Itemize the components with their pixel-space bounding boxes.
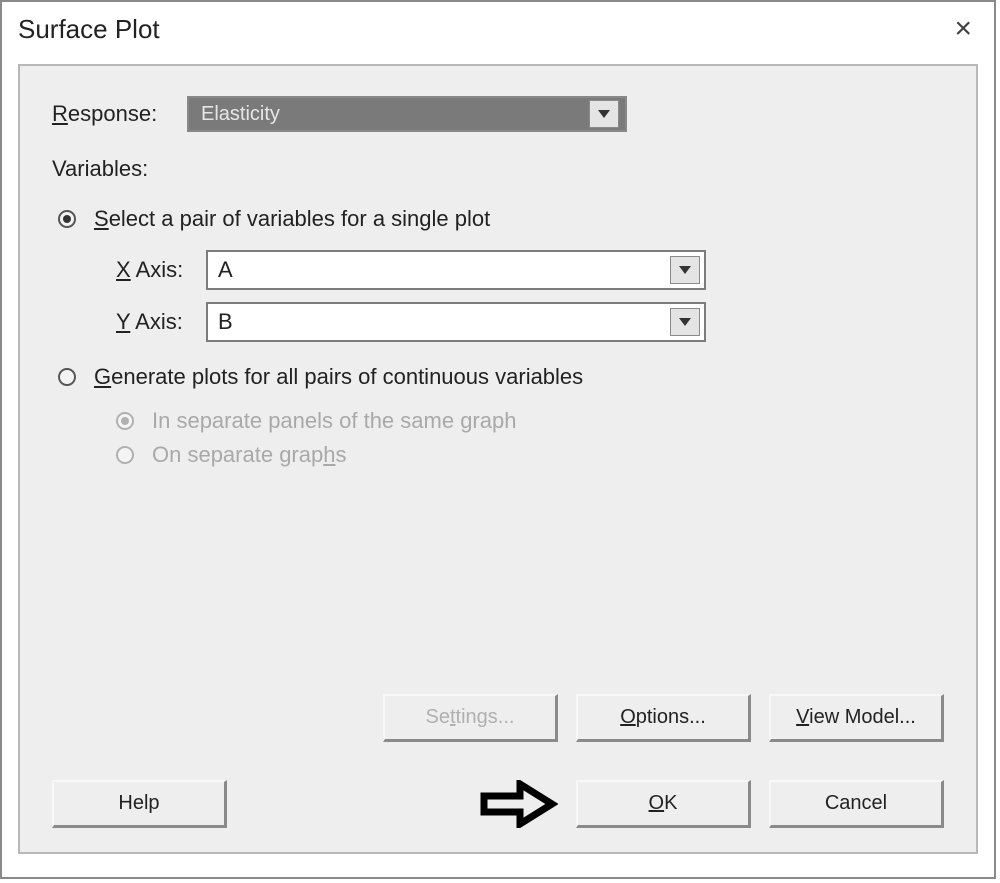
axis-section: X Axis: A Y Axis: B <box>116 250 944 342</box>
button-row-top: Settings... Options... View Model... <box>52 694 944 742</box>
close-icon[interactable]: × <box>948 12 978 46</box>
radio-generate-all[interactable]: Generate plots for all pairs of continuo… <box>58 364 944 390</box>
x-axis-value: A <box>218 257 233 283</box>
radio-icon <box>58 210 76 228</box>
chevron-down-icon[interactable] <box>589 100 619 128</box>
radio-icon <box>58 368 76 386</box>
response-select-value: Elasticity <box>201 103 280 126</box>
dialog-window: Surface Plot × Response: Elasticity Vari… <box>0 0 996 879</box>
radio-icon <box>116 446 134 464</box>
sub-graphs-pre: On separate grap <box>152 442 323 467</box>
sub-radio-panels-label: In separate panels of the same graph <box>152 408 516 434</box>
view-model-button-label: View Model... <box>796 706 916 729</box>
radio-generate-text: enerate plots for all pairs of continuou… <box>111 364 583 389</box>
radio-generate-all-label: Generate plots for all pairs of continuo… <box>94 364 583 390</box>
titlebar: Surface Plot × <box>2 2 994 56</box>
x-axis-label-text: Axis: <box>131 257 184 282</box>
x-axis-accel: X <box>116 257 131 282</box>
radio-generate-accel: G <box>94 364 111 389</box>
sub-radio-graphs-label: On separate graphs <box>152 442 346 468</box>
y-axis-row: Y Axis: B <box>116 302 944 342</box>
sub-graphs-accel: h <box>323 442 335 467</box>
response-label-accel: R <box>52 101 68 126</box>
sub-radio-graphs: On separate graphs <box>116 442 944 468</box>
radio-select-text: elect a pair of variables for a single p… <box>109 206 491 231</box>
button-row-bottom: Help OK Cancel <box>52 780 944 828</box>
ok-button[interactable]: OK <box>576 780 751 828</box>
sub-radio-panels: In separate panels of the same graph <box>116 408 944 434</box>
x-axis-label: X Axis: <box>116 257 206 283</box>
options-button-label: Options... <box>620 706 706 729</box>
variables-label: Variables: <box>52 156 944 182</box>
radio-icon <box>116 412 134 430</box>
response-label-text: esponse: <box>68 101 157 126</box>
bottom-right-group: OK Cancel <box>478 780 944 828</box>
chevron-down-icon[interactable] <box>670 256 700 284</box>
settings-button[interactable]: Settings... <box>383 694 558 742</box>
radio-select-pair-label: Select a pair of variables for a single … <box>94 206 490 232</box>
response-row: Response: Elasticity <box>52 96 944 132</box>
sub-graphs-end: s <box>335 442 346 467</box>
radio-select-accel: S <box>94 206 109 231</box>
arrow-icon <box>478 780 558 828</box>
x-axis-select[interactable]: A <box>206 250 706 290</box>
view-model-button[interactable]: View Model... <box>769 694 944 742</box>
ok-button-label: OK <box>649 792 678 815</box>
y-axis-accel: Y <box>116 309 130 334</box>
response-select[interactable]: Elasticity <box>187 96 627 132</box>
y-axis-select[interactable]: B <box>206 302 706 342</box>
cancel-button[interactable]: Cancel <box>769 780 944 828</box>
y-axis-value: B <box>218 309 233 335</box>
dialog-body: Response: Elasticity Variables: Select a… <box>18 64 978 854</box>
help-button[interactable]: Help <box>52 780 227 828</box>
options-button[interactable]: Options... <box>576 694 751 742</box>
x-axis-row: X Axis: A <box>116 250 944 290</box>
settings-button-label: Settings... <box>426 706 515 729</box>
dialog-title: Surface Plot <box>18 14 160 45</box>
y-axis-label-text: Axis: <box>130 309 183 334</box>
chevron-down-icon[interactable] <box>670 308 700 336</box>
radio-select-pair[interactable]: Select a pair of variables for a single … <box>58 206 944 232</box>
response-label: Response: <box>52 101 187 127</box>
y-axis-label: Y Axis: <box>116 309 206 335</box>
